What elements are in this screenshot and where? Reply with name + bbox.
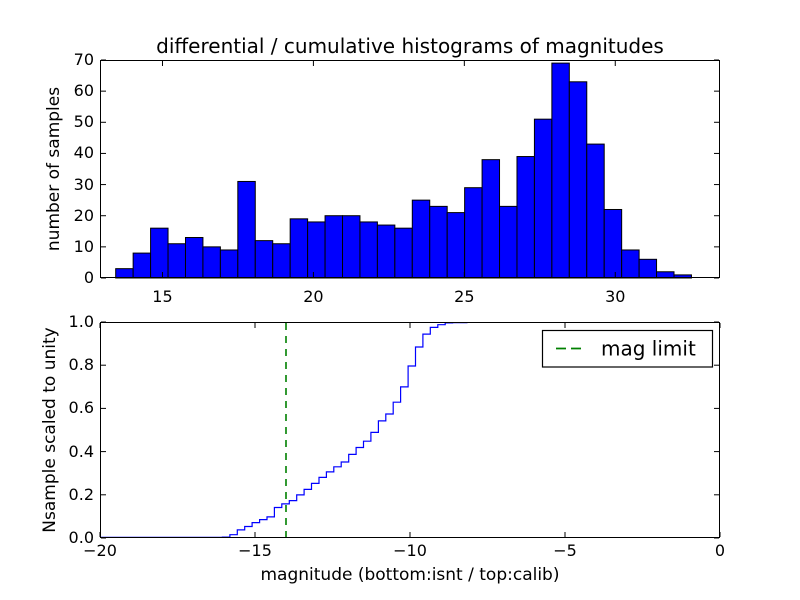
bottom-y-tick-label: 0.4 bbox=[68, 441, 94, 461]
histogram-bar bbox=[551, 62, 570, 279]
histogram-bar bbox=[132, 252, 152, 279]
histogram-bar bbox=[307, 221, 326, 279]
histogram-bar bbox=[533, 118, 553, 279]
bottom-y-tick-label: 0.8 bbox=[68, 355, 94, 375]
differential-histogram-plot bbox=[100, 59, 720, 279]
legend-label: mag limit bbox=[601, 337, 696, 361]
histogram-bar bbox=[237, 180, 256, 279]
legend-box bbox=[541, 329, 714, 368]
histogram-bar bbox=[167, 243, 186, 279]
bottom-x-tick-label: −5 bbox=[553, 541, 577, 560]
histogram-bar bbox=[202, 246, 221, 279]
top-y-axis-label: number of samples bbox=[44, 86, 64, 252]
top-x-tick-label: 25 bbox=[454, 287, 475, 306]
histogram-bar bbox=[359, 221, 378, 279]
plot-title: differential / cumulative histograms of … bbox=[156, 34, 664, 58]
bottom-x-tick-label: −15 bbox=[238, 541, 272, 560]
histogram-bar bbox=[586, 143, 605, 279]
histogram-bar bbox=[446, 212, 466, 279]
bottom-x-tick-label: −20 bbox=[83, 541, 117, 560]
histogram-bar bbox=[499, 205, 518, 279]
top-y-tick-label: 70 bbox=[73, 50, 94, 69]
top-y-tick-label: 60 bbox=[73, 81, 94, 101]
histogram-bar bbox=[150, 227, 169, 279]
bottom-y-tick-label: 0.6 bbox=[68, 398, 94, 418]
axes-frame bbox=[100, 60, 720, 278]
top-y-tick-label: 0 bbox=[83, 268, 94, 287]
histogram-bar bbox=[184, 237, 204, 279]
top-y-tick-label: 10 bbox=[73, 236, 94, 256]
top-y-tick-label: 20 bbox=[73, 205, 94, 225]
bottom-x-tick-label: −10 bbox=[393, 541, 427, 560]
histogram-bar bbox=[603, 208, 623, 279]
histogram-bar bbox=[272, 243, 291, 279]
top-x-tick-label: 15 bbox=[152, 287, 173, 306]
top-x-tick-label: 20 bbox=[303, 287, 324, 306]
histogram-bar bbox=[219, 249, 239, 279]
top-y-tick-label: 50 bbox=[73, 112, 94, 132]
bottom-y-tick-label: 0.0 bbox=[68, 528, 94, 547]
top-x-tick-label: 30 bbox=[605, 287, 626, 306]
histogram-bar bbox=[254, 240, 274, 279]
histogram-bar bbox=[115, 268, 134, 279]
histogram-bar bbox=[481, 159, 501, 279]
histogram-bar bbox=[394, 227, 413, 279]
axes-frame bbox=[100, 322, 720, 538]
histogram-bar bbox=[324, 215, 344, 279]
bottom-y-tick-label: 1.0 bbox=[68, 312, 94, 331]
histogram-bar bbox=[342, 215, 361, 279]
bottom-x-axis-label: magnitude (bottom:isnt / top:calib) bbox=[260, 565, 560, 585]
top-y-tick-label: 40 bbox=[73, 143, 94, 163]
histogram-bar bbox=[516, 156, 535, 279]
histogram-bar bbox=[411, 199, 431, 279]
histogram-bar bbox=[568, 81, 588, 279]
histogram-bar bbox=[621, 249, 640, 279]
histogram-bar bbox=[638, 258, 658, 279]
histogram-bar bbox=[289, 218, 309, 279]
cumulative-step-curve bbox=[100, 322, 468, 538]
histogram-bar bbox=[464, 187, 483, 279]
bottom-y-tick-label: 0.2 bbox=[68, 484, 94, 504]
bottom-x-tick-label: 0 bbox=[714, 541, 726, 560]
histogram-bar bbox=[376, 224, 396, 279]
cumulative-histogram-plot: mag limit bbox=[99, 321, 721, 539]
histogram-bar bbox=[429, 205, 448, 279]
top-y-tick-label: 30 bbox=[73, 174, 94, 194]
